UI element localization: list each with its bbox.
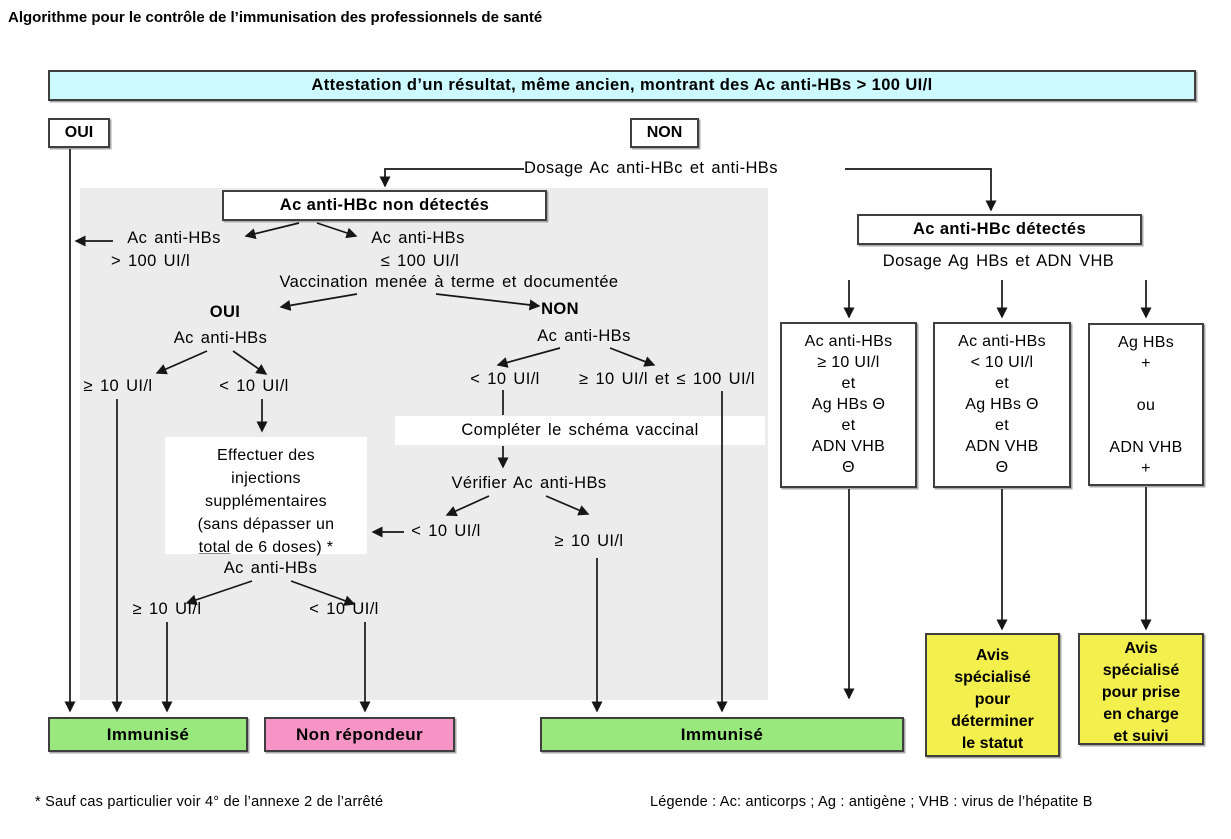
box-line: spécialisé	[954, 669, 1031, 686]
box-line: Ag HBs	[1117, 334, 1175, 351]
effectuer-line: injections	[231, 470, 301, 487]
box-line: Ac anti-HBs	[804, 333, 893, 350]
box-line: +	[1141, 460, 1151, 477]
box-line: ADN VHB	[811, 438, 886, 455]
label-oui-2: OUI	[209, 303, 241, 321]
label-lt-10-verif: < 10 UI/l	[411, 522, 481, 540]
box-line: ADN VHB	[965, 438, 1039, 455]
label-lt-10-bottom: < 10 UI/l	[309, 600, 379, 618]
label-ac-anti-hbs-left: Ac anti-HBs	[127, 229, 221, 247]
box-result-lt10: Ac anti-HBs < 10 UI/l et Ag HBs Θ et ADN…	[933, 322, 1071, 488]
box-line: et suivi	[1113, 728, 1169, 745]
label-lt-10-non: < 10 UI/l	[470, 370, 540, 388]
label-ac-anti-hbs-bottom: Ac anti-HBs	[223, 559, 318, 577]
label-dosage-ag-adn: Dosage Ag HBs et ADN VHB	[882, 252, 1115, 270]
box-line: en charge	[1103, 706, 1179, 723]
arrow-dosage-to-non-detectes	[379, 168, 524, 188]
box-line: +	[1141, 355, 1151, 372]
non-box: NON	[630, 118, 699, 148]
box-non-repondeur: Non répondeur	[264, 717, 455, 752]
box-line: et	[995, 417, 1009, 434]
label-le-100: ≤ 100 UI/l	[380, 252, 460, 270]
box-immunise-1: Immunisé	[48, 717, 248, 752]
label-ge-10-bottom: ≥ 10 UI/l	[132, 600, 202, 618]
box-immunise-2: Immunisé	[540, 717, 904, 752]
box-line: Θ	[995, 459, 1009, 476]
box-hbc-non-detectes: Ac anti-HBc non détectés	[222, 190, 547, 221]
arrow-dosage-to-detectes	[845, 168, 997, 212]
effectuer-line-rest: de 6 doses) *	[230, 539, 334, 556]
effectuer-line: supplémentaires	[205, 493, 327, 510]
box-line: pour	[974, 691, 1011, 708]
box-completer-schema: Compléter le schéma vaccinal	[395, 416, 765, 445]
footnote-legende: Légende : Ac: anticorps ; Ag : antigène …	[650, 794, 1093, 810]
label-ge-10-oui: ≥ 10 UI/l	[83, 377, 153, 395]
effectuer-line: total de 6 doses) *	[165, 536, 367, 559]
box-line: Ag HBs Θ	[965, 396, 1039, 413]
effectuer-line: (sans dépasser un	[197, 516, 335, 533]
box-line: et	[841, 417, 856, 434]
box-effectuer-injections: Effectuer des injections supplémentaires…	[165, 437, 367, 556]
effectuer-line: Effectuer des	[217, 447, 315, 464]
label-ac-anti-hbs-oui: Ac anti-HBs	[173, 329, 268, 347]
box-line: et	[841, 375, 856, 392]
box-line	[1090, 374, 1202, 395]
box-avis-suivi: Avis spécialisé pour prise en charge et …	[1078, 633, 1204, 745]
box-result-ge10: Ac anti-HBs ≥ 10 UI/l et Ag HBs Θ et ADN…	[780, 322, 917, 488]
box-avis-statut: Avis spécialisé pour déterminer le statu…	[925, 633, 1060, 757]
box-hbc-detectes: Ac anti-HBc détectés	[857, 214, 1142, 245]
effectuer-line-underlined: total	[198, 539, 231, 556]
box-line: ADN VHB	[1109, 439, 1183, 456]
box-line: < 10 UI/l	[970, 354, 1034, 371]
box-line: pour prise	[1101, 684, 1181, 701]
footnote-asterisk: * Sauf cas particulier voir 4° de l’anne…	[35, 794, 384, 810]
label-ac-anti-hbs-right: Ac anti-HBs	[371, 229, 465, 247]
label-dosage-hbc-hbs: Dosage Ac anti-HBc et anti-HBs	[524, 159, 778, 177]
label-gt-100: > 100 UI/l	[110, 252, 191, 270]
label-vaccination: Vaccination menée à terme et documentée	[279, 273, 619, 291]
box-line: ≥ 10 UI/l	[817, 354, 880, 371]
label-ac-anti-hbs-non: Ac anti-HBs	[537, 327, 631, 345]
box-line: Ag HBs Θ	[811, 396, 886, 413]
box-line: Ac anti-HBs	[958, 333, 1046, 350]
box-line	[1090, 416, 1202, 437]
banner-attestation: Attestation d’un résultat, même ancien, …	[48, 70, 1196, 101]
box-line: Avis	[1124, 640, 1158, 657]
page-title: Algorithme pour le contrôle de l’immunis…	[8, 9, 543, 26]
label-ge10-le100: ≥ 10 UI/l et ≤ 100 UI/l	[579, 370, 755, 388]
box-line: le statut	[961, 735, 1024, 752]
label-verifier-ac-anti-hbs: Vérifier Ac anti-HBs	[451, 474, 607, 492]
box-line: et	[995, 375, 1009, 392]
box-line: déterminer	[951, 713, 1034, 730]
box-result-positif: Ag HBs + ou ADN VHB +	[1088, 323, 1204, 486]
label-lt-10-oui: < 10 UI/l	[219, 377, 289, 395]
box-line: Avis	[975, 647, 1010, 664]
box-line: ou	[1136, 397, 1156, 414]
box-line: Θ	[842, 459, 855, 476]
box-line: spécialisé	[1102, 662, 1180, 679]
label-ge-10-verif: ≥ 10 UI/l	[554, 532, 624, 550]
label-non-2: NON	[541, 300, 579, 318]
oui-box: OUI	[48, 118, 110, 148]
